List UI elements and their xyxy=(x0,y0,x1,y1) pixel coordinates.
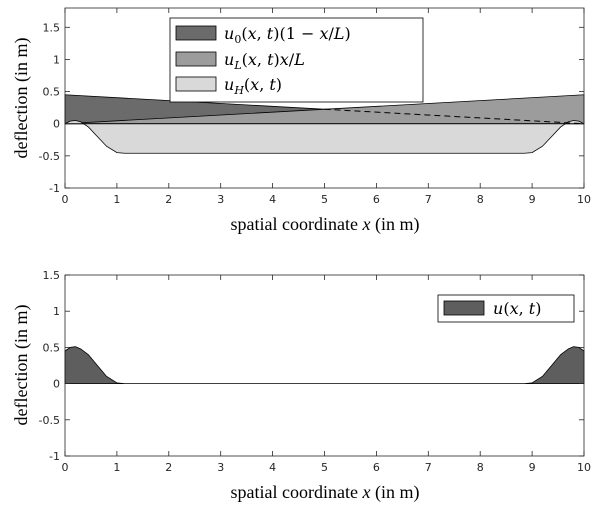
legend-swatch-u0 xyxy=(175,25,217,41)
x-tick-label: 9 xyxy=(529,461,536,474)
x-tick-label: 2 xyxy=(165,461,172,474)
bottom-plot-area xyxy=(64,346,585,384)
bottom-x-axis-label: spatial coordinate x (in m) xyxy=(231,482,420,503)
top-legend: u0(x, t)(1 − x/L) uL(x, t)x/L uH(x, t) xyxy=(169,17,424,103)
legend-swatch-uL xyxy=(175,51,217,67)
top-ticks: 0 1 2 3 4 5 6 7 8 9 10 -1 -0.5 0 0.5 1 1.5 xyxy=(39,8,591,206)
x-tick-label: 6 xyxy=(373,193,380,206)
top-plot-area xyxy=(64,94,585,154)
legend-label-uL: uL(x, t)x/L xyxy=(224,50,305,72)
x-tick-label: 1 xyxy=(113,193,120,206)
x-tick-label: 8 xyxy=(477,461,484,474)
x-tick-label: 9 xyxy=(529,193,536,206)
y-tick-label: 0 xyxy=(53,378,60,391)
x-tick-label: 1 xyxy=(113,461,120,474)
x-tick-label: 5 xyxy=(321,193,328,206)
legend-label-u: u(x, t) xyxy=(493,299,541,318)
legend-label-uH: uH(x, t) xyxy=(224,75,282,97)
y-tick-label: 1.5 xyxy=(43,269,61,282)
series-u0-dashed-line xyxy=(324,108,585,125)
series-u-area xyxy=(64,346,585,384)
x-tick-label: 7 xyxy=(425,193,432,206)
y-tick-label: -0.5 xyxy=(39,414,60,427)
y-tick-label: 1 xyxy=(53,53,60,66)
x-tick-label: 0 xyxy=(62,461,69,474)
bottom-chart: 0 1 2 3 4 5 6 7 8 9 10 -1 -0.5 0 0.5 1 1.5 spatial coord… xyxy=(11,269,591,503)
x-tick-label: 10 xyxy=(577,193,591,206)
legend-swatch-u xyxy=(443,300,485,316)
y-tick-label: 0.5 xyxy=(43,86,61,99)
y-tick-label: -0.5 xyxy=(39,150,60,163)
legend-swatch-uH xyxy=(175,76,217,92)
y-tick-label: 1.5 xyxy=(43,21,61,34)
y-tick-label: 0 xyxy=(53,118,60,131)
bottom-ticks: 0 1 2 3 4 5 6 7 8 9 10 -1 -0.5 0 0.5 1 1.5 xyxy=(39,269,591,474)
y-tick-label: 0.5 xyxy=(43,341,61,354)
x-tick-label: 8 xyxy=(477,193,484,206)
bottom-legend: u(x, t) xyxy=(437,294,575,323)
x-tick-label: 5 xyxy=(321,461,328,474)
top-x-axis-label: spatial coordinate x (in m) xyxy=(231,214,420,235)
x-tick-label: 4 xyxy=(269,461,276,474)
top-y-axis-label: deflection (in m) xyxy=(11,38,32,159)
y-tick-label: -1 xyxy=(49,450,60,463)
series-uH-area xyxy=(64,120,585,154)
x-tick-label: 4 xyxy=(269,193,276,206)
x-tick-label: 3 xyxy=(217,193,224,206)
x-tick-label: 2 xyxy=(165,193,172,206)
x-tick-label: 10 xyxy=(577,461,591,474)
x-tick-label: 6 xyxy=(373,461,380,474)
x-tick-label: 3 xyxy=(217,461,224,474)
y-tick-label: 1 xyxy=(53,305,60,318)
y-tick-label: -1 xyxy=(49,182,60,195)
x-tick-label: 0 xyxy=(62,193,69,206)
x-tick-label: 7 xyxy=(425,461,432,474)
top-chart: 0 1 2 3 4 5 6 7 8 9 10 -1 -0.5 0 0.5 1 1.5 spatial coord… xyxy=(11,7,591,235)
legend-label-u0: u0(x, t)(1 − x/L) xyxy=(224,24,351,46)
bottom-y-axis-label: deflection (in m) xyxy=(11,305,32,426)
